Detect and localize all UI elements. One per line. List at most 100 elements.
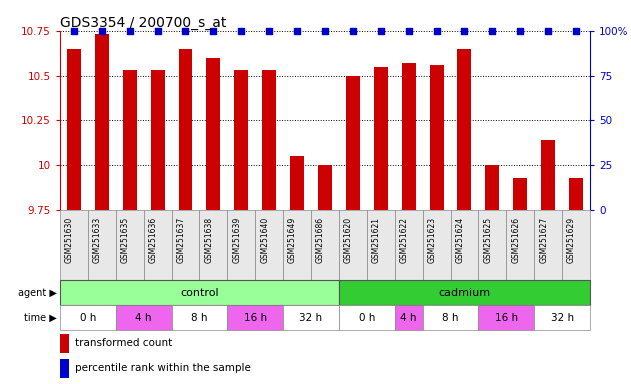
FancyBboxPatch shape [478, 210, 506, 280]
FancyBboxPatch shape [339, 210, 367, 280]
Bar [67, 49, 81, 210]
FancyBboxPatch shape [395, 210, 423, 280]
Text: GSM251633: GSM251633 [93, 217, 102, 263]
Point [404, 28, 414, 34]
Point [236, 28, 246, 34]
Bar [290, 156, 304, 210]
Text: GSM251627: GSM251627 [539, 217, 548, 263]
Point [180, 28, 191, 34]
Text: GSM251636: GSM251636 [148, 217, 158, 263]
Point [153, 28, 163, 34]
Text: 32 h: 32 h [550, 313, 574, 323]
FancyBboxPatch shape [88, 210, 115, 280]
FancyBboxPatch shape [506, 210, 534, 280]
Text: control: control [180, 288, 219, 298]
Bar [179, 49, 192, 210]
Text: cadmium: cadmium [439, 288, 490, 298]
Bar [478, 305, 534, 330]
Text: GSM251625: GSM251625 [483, 217, 492, 263]
Point [97, 28, 107, 34]
Bar [283, 305, 339, 330]
Point [432, 28, 442, 34]
FancyBboxPatch shape [115, 210, 144, 280]
Text: GSM251638: GSM251638 [204, 217, 213, 263]
Bar [60, 280, 339, 305]
Bar [95, 34, 109, 210]
Text: GSM251635: GSM251635 [121, 217, 130, 263]
Text: transformed count: transformed count [75, 338, 172, 348]
FancyBboxPatch shape [60, 210, 88, 280]
Text: 32 h: 32 h [300, 313, 322, 323]
Point [459, 28, 469, 34]
Point [515, 28, 525, 34]
Text: GSM251639: GSM251639 [232, 217, 241, 263]
Text: GDS3354 / 200700_s_at: GDS3354 / 200700_s_at [60, 16, 227, 30]
Bar [457, 49, 471, 210]
Text: GSM251624: GSM251624 [456, 217, 464, 263]
Text: 4 h: 4 h [401, 313, 417, 323]
Point [264, 28, 274, 34]
Bar [541, 140, 555, 210]
Bar [423, 305, 478, 330]
Text: GSM251630: GSM251630 [65, 217, 74, 263]
FancyBboxPatch shape [311, 210, 339, 280]
Bar [534, 305, 590, 330]
Text: GSM251686: GSM251686 [316, 217, 325, 263]
FancyBboxPatch shape [534, 210, 562, 280]
Text: percentile rank within the sample: percentile rank within the sample [75, 363, 251, 373]
Bar [346, 76, 360, 210]
Point [125, 28, 135, 34]
Text: 0 h: 0 h [80, 313, 96, 323]
Point [208, 28, 218, 34]
Point [543, 28, 553, 34]
FancyBboxPatch shape [423, 210, 451, 280]
Bar [430, 65, 444, 210]
Text: GSM251637: GSM251637 [177, 217, 186, 263]
Bar [374, 66, 387, 210]
FancyBboxPatch shape [199, 210, 227, 280]
Bar [262, 70, 276, 210]
FancyBboxPatch shape [283, 210, 311, 280]
Bar [569, 178, 583, 210]
Bar [234, 70, 248, 210]
Text: 8 h: 8 h [191, 313, 208, 323]
Bar [318, 165, 332, 210]
Bar [206, 58, 220, 210]
Bar [122, 70, 137, 210]
Bar [60, 305, 115, 330]
Point [487, 28, 497, 34]
Text: GSM251622: GSM251622 [399, 217, 409, 263]
FancyBboxPatch shape [227, 210, 255, 280]
Bar [172, 305, 227, 330]
Bar [485, 165, 499, 210]
Text: 0 h: 0 h [358, 313, 375, 323]
Bar [339, 280, 590, 305]
FancyBboxPatch shape [255, 210, 283, 280]
Bar [60, 334, 69, 353]
FancyBboxPatch shape [172, 210, 199, 280]
Point [571, 28, 581, 34]
Text: GSM251620: GSM251620 [344, 217, 353, 263]
Text: GSM251649: GSM251649 [288, 217, 297, 263]
Text: GSM251621: GSM251621 [372, 217, 380, 263]
FancyBboxPatch shape [562, 210, 590, 280]
Point [375, 28, 386, 34]
Text: GSM251623: GSM251623 [428, 217, 437, 263]
Bar [339, 305, 395, 330]
Text: GSM251640: GSM251640 [260, 217, 269, 263]
FancyBboxPatch shape [144, 210, 172, 280]
Text: 16 h: 16 h [495, 313, 518, 323]
Bar [513, 178, 528, 210]
Text: GSM251626: GSM251626 [511, 217, 520, 263]
Text: time ▶: time ▶ [24, 313, 57, 323]
Bar [151, 70, 165, 210]
Text: 4 h: 4 h [136, 313, 152, 323]
Point [348, 28, 358, 34]
FancyBboxPatch shape [451, 210, 478, 280]
Point [292, 28, 302, 34]
Bar [115, 305, 172, 330]
Text: GSM251629: GSM251629 [567, 217, 576, 263]
Text: agent ▶: agent ▶ [18, 288, 57, 298]
Text: 16 h: 16 h [244, 313, 267, 323]
Point [69, 28, 79, 34]
